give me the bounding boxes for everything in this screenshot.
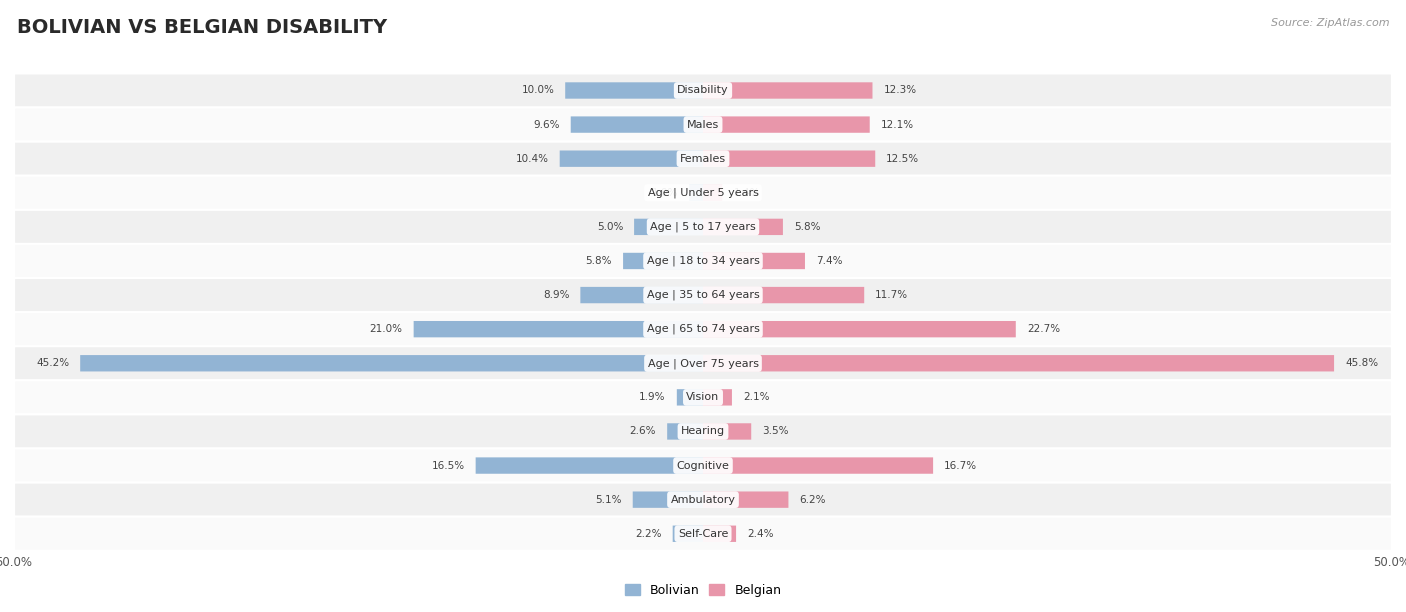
Text: 1.9%: 1.9% xyxy=(640,392,666,402)
FancyBboxPatch shape xyxy=(14,483,1392,517)
Text: Age | 65 to 74 years: Age | 65 to 74 years xyxy=(647,324,759,334)
FancyBboxPatch shape xyxy=(413,321,703,337)
Text: Age | Under 5 years: Age | Under 5 years xyxy=(648,187,758,198)
FancyBboxPatch shape xyxy=(703,526,737,542)
FancyBboxPatch shape xyxy=(703,287,865,304)
FancyBboxPatch shape xyxy=(14,517,1392,551)
FancyBboxPatch shape xyxy=(633,491,703,508)
FancyBboxPatch shape xyxy=(623,253,703,269)
Text: 9.6%: 9.6% xyxy=(533,119,560,130)
FancyBboxPatch shape xyxy=(14,176,1392,210)
FancyBboxPatch shape xyxy=(703,151,875,167)
Text: 45.8%: 45.8% xyxy=(1346,358,1378,368)
Text: 2.1%: 2.1% xyxy=(742,392,769,402)
FancyBboxPatch shape xyxy=(14,414,1392,449)
Text: 12.5%: 12.5% xyxy=(886,154,920,163)
FancyBboxPatch shape xyxy=(668,424,703,439)
Text: Females: Females xyxy=(681,154,725,163)
FancyBboxPatch shape xyxy=(14,278,1392,312)
Text: 21.0%: 21.0% xyxy=(370,324,402,334)
Text: 2.4%: 2.4% xyxy=(747,529,773,539)
FancyBboxPatch shape xyxy=(475,457,703,474)
Text: Age | Over 75 years: Age | Over 75 years xyxy=(648,358,758,368)
FancyBboxPatch shape xyxy=(703,389,733,406)
FancyBboxPatch shape xyxy=(14,108,1392,141)
Text: Source: ZipAtlas.com: Source: ZipAtlas.com xyxy=(1271,18,1389,28)
FancyBboxPatch shape xyxy=(703,491,789,508)
Text: Self-Care: Self-Care xyxy=(678,529,728,539)
Text: 16.7%: 16.7% xyxy=(945,461,977,471)
Text: 5.8%: 5.8% xyxy=(585,256,612,266)
Text: 6.2%: 6.2% xyxy=(800,494,825,505)
FancyBboxPatch shape xyxy=(560,151,703,167)
Text: Hearing: Hearing xyxy=(681,427,725,436)
FancyBboxPatch shape xyxy=(14,380,1392,414)
Text: Age | 5 to 17 years: Age | 5 to 17 years xyxy=(650,222,756,232)
FancyBboxPatch shape xyxy=(703,321,1015,337)
Text: 5.0%: 5.0% xyxy=(596,222,623,232)
FancyBboxPatch shape xyxy=(689,185,703,201)
FancyBboxPatch shape xyxy=(80,355,703,371)
FancyBboxPatch shape xyxy=(703,253,806,269)
Text: 3.5%: 3.5% xyxy=(762,427,789,436)
Text: 1.4%: 1.4% xyxy=(734,188,759,198)
Text: Age | 35 to 64 years: Age | 35 to 64 years xyxy=(647,290,759,300)
FancyBboxPatch shape xyxy=(14,141,1392,176)
FancyBboxPatch shape xyxy=(565,82,703,99)
Text: 45.2%: 45.2% xyxy=(37,358,69,368)
FancyBboxPatch shape xyxy=(703,457,934,474)
FancyBboxPatch shape xyxy=(703,185,723,201)
FancyBboxPatch shape xyxy=(14,449,1392,483)
Text: 2.6%: 2.6% xyxy=(630,427,657,436)
FancyBboxPatch shape xyxy=(14,210,1392,244)
FancyBboxPatch shape xyxy=(14,244,1392,278)
Legend: Bolivian, Belgian: Bolivian, Belgian xyxy=(620,579,786,602)
Text: Vision: Vision xyxy=(686,392,720,402)
FancyBboxPatch shape xyxy=(703,218,783,235)
FancyBboxPatch shape xyxy=(634,218,703,235)
Text: 1.0%: 1.0% xyxy=(652,188,678,198)
FancyBboxPatch shape xyxy=(703,116,870,133)
Text: 5.8%: 5.8% xyxy=(794,222,821,232)
Text: 7.4%: 7.4% xyxy=(815,256,842,266)
FancyBboxPatch shape xyxy=(571,116,703,133)
Text: 2.2%: 2.2% xyxy=(636,529,662,539)
Text: 12.3%: 12.3% xyxy=(883,86,917,95)
FancyBboxPatch shape xyxy=(703,424,751,439)
FancyBboxPatch shape xyxy=(581,287,703,304)
Text: 8.9%: 8.9% xyxy=(543,290,569,300)
Text: Age | 18 to 34 years: Age | 18 to 34 years xyxy=(647,256,759,266)
Text: 12.1%: 12.1% xyxy=(880,119,914,130)
FancyBboxPatch shape xyxy=(672,526,703,542)
Text: Cognitive: Cognitive xyxy=(676,461,730,471)
FancyBboxPatch shape xyxy=(14,73,1392,108)
Text: Males: Males xyxy=(688,119,718,130)
Text: Ambulatory: Ambulatory xyxy=(671,494,735,505)
FancyBboxPatch shape xyxy=(676,389,703,406)
FancyBboxPatch shape xyxy=(703,82,873,99)
Text: 5.1%: 5.1% xyxy=(595,494,621,505)
Text: BOLIVIAN VS BELGIAN DISABILITY: BOLIVIAN VS BELGIAN DISABILITY xyxy=(17,18,387,37)
Text: Disability: Disability xyxy=(678,86,728,95)
Text: 10.0%: 10.0% xyxy=(522,86,554,95)
Text: 16.5%: 16.5% xyxy=(432,461,464,471)
Text: 10.4%: 10.4% xyxy=(516,154,548,163)
Text: 11.7%: 11.7% xyxy=(875,290,908,300)
FancyBboxPatch shape xyxy=(14,346,1392,380)
FancyBboxPatch shape xyxy=(14,312,1392,346)
FancyBboxPatch shape xyxy=(703,355,1334,371)
Text: 22.7%: 22.7% xyxy=(1026,324,1060,334)
